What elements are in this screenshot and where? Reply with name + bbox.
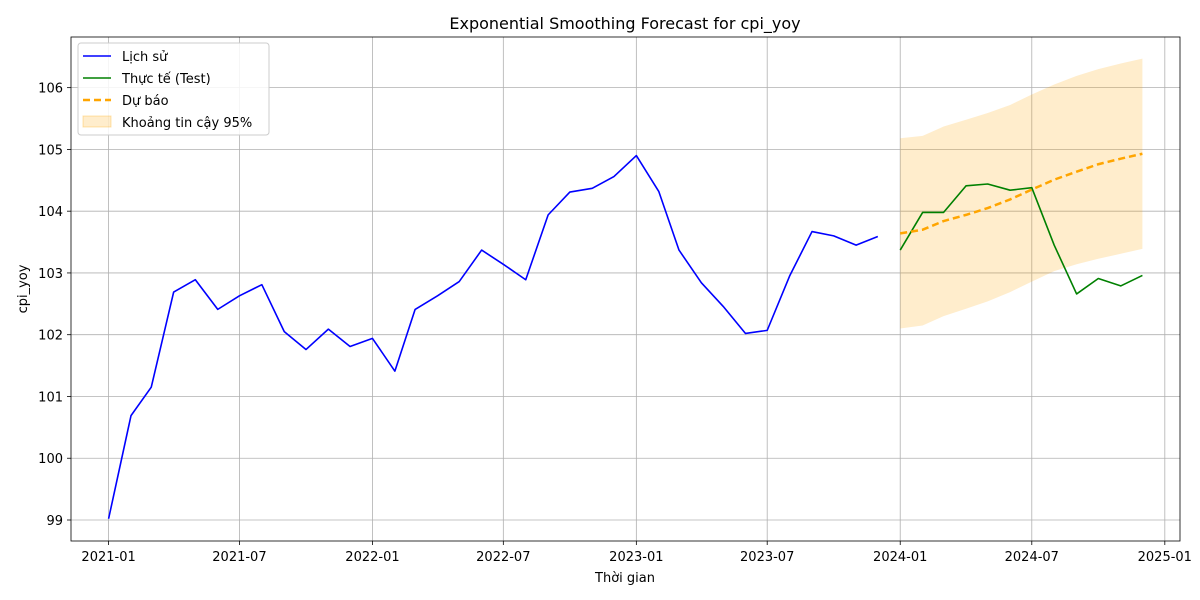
series-line-lich-su [107,154,879,519]
legend-label: Thực tế (Test) [121,72,211,87]
y-tick-label: 99 [46,514,63,529]
legend-label: Khoảng tin cậy 95% [122,116,252,131]
series-line-du-bao [900,152,1143,235]
confidence-band [900,58,1143,329]
x-tick-label: 2021-01 [81,550,135,565]
legend: Lịch sử Thực tế (Test) Dự báo Khoảng tin cậ… [77,42,270,136]
grid-lines [71,37,1180,541]
legend-swatch [82,115,112,128]
y-tick-label: 101 [38,390,63,405]
y-tick-label: 100 [38,452,63,467]
x-tick-label: 2025-01 [1138,550,1192,565]
x-tick-label: 2021-07 [212,550,266,565]
plot-frame [70,36,1181,542]
y-tick-label: 104 [38,205,63,220]
y-tick-label: 106 [38,82,63,97]
legend-label: Lịch sử [122,50,168,65]
x-tick-label: 2024-07 [1005,550,1059,565]
axis-ticks: 2021-01 2021-07 2022-01 2022-07 2023-01 2023-… [38,82,1192,565]
x-tick-label: 2023-07 [740,550,794,565]
y-tick-label: 103 [38,267,63,282]
y-tick-label: 105 [38,143,63,158]
x-tick-label: 2023-01 [609,550,663,565]
chart-title: Exponential Smoothing Forecast for cpi_y… [449,14,800,34]
x-tick-label: 2022-01 [345,550,399,565]
series-line-thuc-te-test [899,183,1143,295]
x-tick-label: 2022-07 [476,550,530,565]
y-axis-label: cpi_yoy [16,264,31,313]
y-tick-label: 102 [38,329,63,344]
x-tick-label: 2024-01 [873,550,927,565]
x-axis-label: Thời gian [594,571,655,586]
series-layer [107,152,1143,519]
confidence-band-layer [900,58,1143,329]
legend-label: Dự báo [122,94,169,109]
legend-box [77,42,270,136]
